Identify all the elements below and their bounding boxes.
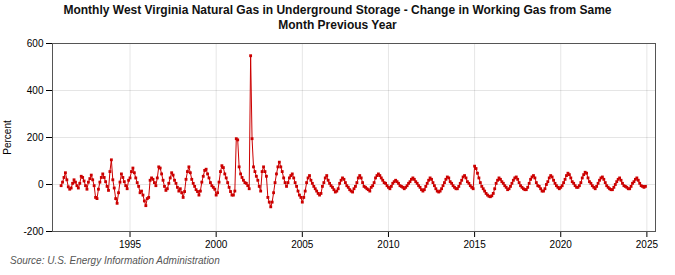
svg-text:200: 200	[27, 132, 44, 143]
svg-text:400: 400	[27, 85, 44, 96]
svg-text:Percent: Percent	[2, 120, 13, 155]
svg-text:600: 600	[27, 38, 44, 49]
svg-text:1995: 1995	[119, 239, 142, 250]
svg-text:-200: -200	[23, 226, 43, 237]
svg-text:2005: 2005	[291, 239, 314, 250]
svg-text:2020: 2020	[550, 239, 573, 250]
svg-text:2015: 2015	[463, 239, 486, 250]
svg-text:2025: 2025	[636, 239, 659, 250]
svg-text:2010: 2010	[377, 239, 400, 250]
svg-text:2000: 2000	[205, 239, 228, 250]
svg-text:0: 0	[38, 179, 44, 190]
html-text:Source: U.S. Energy Informatio: Source: U.S. Energy Information Administ…	[10, 255, 220, 266]
html-text:Monthly West Virginia Natural: Monthly West Virginia Natural Gas in Und…	[63, 3, 612, 32]
